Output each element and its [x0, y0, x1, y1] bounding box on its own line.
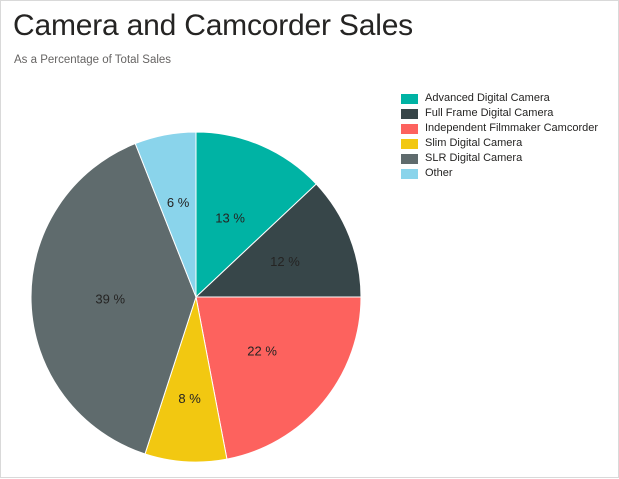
legend-swatch-icon: [401, 153, 418, 164]
legend-item-label: Slim Digital Camera: [425, 137, 523, 149]
legend-item[interactable]: Advanced Digital Camera: [401, 91, 611, 106]
pie-slice-data-label: 8 %: [178, 391, 201, 406]
page-title: Camera and Camcorder Sales: [13, 9, 413, 42]
legend-swatch-icon: [401, 168, 418, 179]
pie-data-label-group: 13 % 12 % 22 % 8 % 39 % 6 %: [95, 195, 300, 406]
pie-slice-group: [30, 131, 362, 463]
legend-swatch-icon: [401, 108, 418, 119]
pie-slice[interactable]: [30, 142, 197, 455]
chart-subtitle: As a Percentage of Total Sales: [14, 54, 172, 66]
legend-swatch-icon: [401, 93, 418, 104]
legend-item[interactable]: Slim Digital Camera: [401, 136, 611, 151]
legend-swatch-icon: [401, 123, 418, 134]
pie-slice-data-label: 6 %: [167, 195, 190, 210]
legend-item-label: Other: [425, 167, 453, 179]
pie-slice-data-label: 22 %: [247, 344, 277, 359]
pie-slice-data-label: 12 %: [270, 254, 300, 269]
legend-item-label: Independent Filmmaker Camcorder: [425, 122, 599, 134]
pie-slice-data-label: 39 %: [95, 292, 125, 307]
legend-item[interactable]: Other: [401, 166, 611, 181]
pie-slice[interactable]: [195, 296, 362, 460]
pie-slice[interactable]: [194, 183, 362, 298]
legend-item-label: Advanced Digital Camera: [425, 92, 550, 104]
chart-legend[interactable]: Advanced Digital Camera Full Frame Digita…: [401, 91, 611, 181]
pie-slice-data-label: 13 %: [215, 210, 245, 225]
legend-item-label: SLR Digital Camera: [425, 152, 523, 164]
legend-item-label: Full Frame Digital Camera: [425, 107, 554, 119]
legend-swatch-icon: [401, 138, 418, 149]
legend-item[interactable]: Full Frame Digital Camera: [401, 106, 611, 121]
pie-slice[interactable]: [195, 131, 317, 299]
pie-slice[interactable]: [134, 131, 197, 298]
legend-item[interactable]: SLR Digital Camera: [401, 151, 611, 166]
legend-item[interactable]: Independent Filmmaker Camcorder: [401, 121, 611, 136]
